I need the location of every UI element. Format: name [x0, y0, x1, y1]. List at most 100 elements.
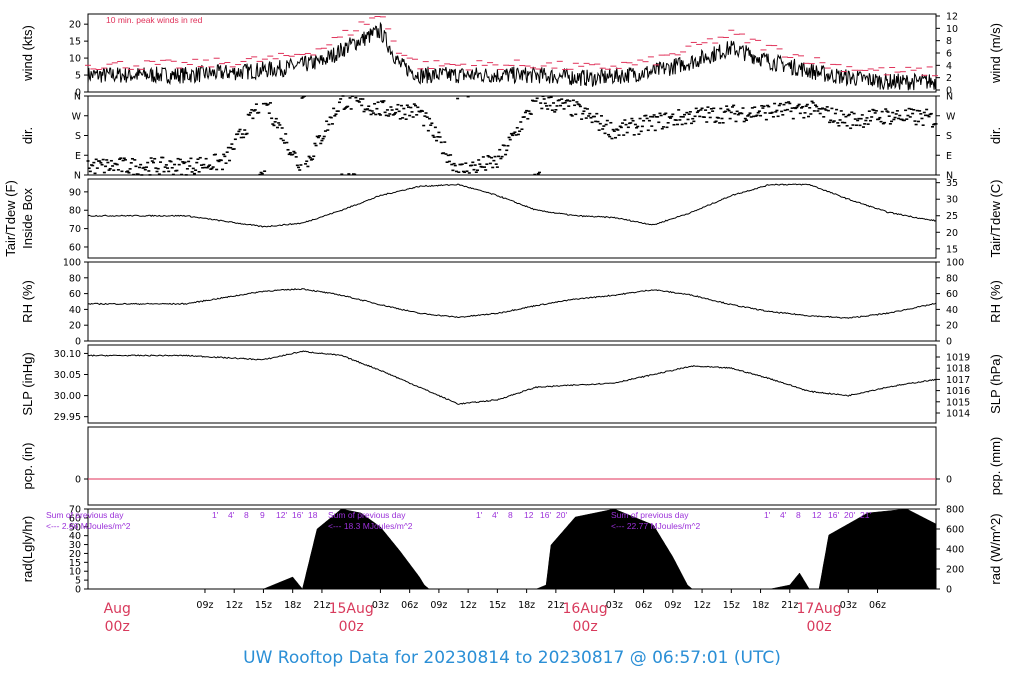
- rh-tick-label-right: 20: [946, 321, 958, 332]
- rad-hour-label: 16': [828, 510, 839, 520]
- slp-tick-label-left: 29.95: [54, 412, 81, 423]
- x-tick-label: 18z: [518, 600, 535, 611]
- x-tick-label: 09z: [196, 600, 213, 611]
- slp-tick-label-right: 1016: [946, 386, 970, 397]
- wind-tick-label-right: 8: [946, 36, 952, 47]
- rh-tick-label-left: 60: [69, 289, 81, 300]
- dir-tick-label-right: S: [946, 131, 952, 142]
- rad-hour-label: 21': [860, 510, 871, 520]
- x-tick-label: 06z: [635, 600, 652, 611]
- x-tick-label: 09z: [664, 600, 681, 611]
- temp-tick-label-right: 25: [946, 211, 958, 222]
- pcp-frame: [87, 426, 937, 506]
- temp-ylabel-right: Tair/Tdew (C): [988, 179, 1003, 257]
- rad-tick-label-left: 70: [69, 505, 81, 516]
- temp-frame: [87, 178, 937, 259]
- rad-hour-label: 12: [524, 510, 534, 520]
- temp-tick-label-left: 60: [69, 242, 81, 253]
- slp-tick-label-right: 1015: [946, 397, 970, 408]
- rad-tick-label-right: 600: [946, 525, 964, 536]
- wind-tick-label-left: 0: [75, 88, 81, 99]
- rh-tick-label-right: 80: [946, 273, 958, 284]
- x-tick-label: 06z: [869, 600, 886, 611]
- rad-tick-label-left: 60: [69, 513, 81, 524]
- date-label-hour: 00z: [573, 619, 598, 635]
- x-tick-label: 18z: [284, 600, 301, 611]
- rh-ylabel-left: RH (%): [20, 280, 35, 323]
- pcp-ylabel-right: pcp. (mm): [988, 437, 1003, 496]
- rad-hour-label: 16': [292, 510, 303, 520]
- wind-tick-label-right: 0: [946, 86, 952, 97]
- rad-tick-label-right: 400: [946, 545, 964, 556]
- slp-line: [87, 350, 937, 405]
- wind-tick-label-left: 5: [75, 71, 81, 82]
- x-tick-label: 09z: [430, 600, 447, 611]
- dir-ylabel-left: dir.: [20, 127, 35, 144]
- rad-hour-label: 8: [244, 510, 249, 520]
- rad-tick-label-left: 10: [69, 567, 81, 578]
- rad-tick-label-right: 800: [946, 505, 964, 516]
- x-tick-label: 03z: [372, 600, 389, 611]
- wind-tick-label-right: 2: [946, 73, 952, 84]
- rad-tick-label-left: 40: [69, 531, 81, 542]
- wind-tick-label-right: 6: [946, 49, 952, 60]
- slp-tick-label-right: 1017: [946, 375, 970, 386]
- rh-tick-label-left: 40: [69, 305, 81, 316]
- wind-tick-label-right: 12: [946, 12, 958, 23]
- date-label-day: 15Aug: [329, 601, 374, 617]
- rad-tick-label-left: 5: [75, 576, 81, 587]
- temp-tick-label-left: 70: [69, 224, 81, 235]
- slp-tick-label-right: 1019: [946, 353, 970, 364]
- footer-title: UW Rooftop Data for 20230814 to 20230817…: [243, 648, 781, 668]
- wind-frame: [87, 13, 937, 93]
- dir-tick-label-left: S: [75, 131, 81, 142]
- rad-hour-label: 4': [228, 510, 235, 520]
- slp-tick-label-left: 30.00: [54, 391, 81, 402]
- rad-hour-label: 1': [764, 510, 771, 520]
- wind-tick-label-left: 10: [69, 54, 81, 65]
- rh-tick-label-left: 100: [63, 258, 81, 269]
- x-tick-label: 21z: [547, 600, 564, 611]
- date-label-day: 16Aug: [563, 601, 608, 617]
- dir-tick-label-left: N: [74, 171, 81, 182]
- rad-hour-label: 9: [260, 510, 265, 520]
- dir-tick-label-right: N: [946, 171, 953, 182]
- rh-tick-label-right: 40: [946, 305, 958, 316]
- weather-chart: wind (kts) wind (m/s)0510152002468101210 …: [3, 12, 1003, 636]
- rh-tick-label-left: 80: [69, 273, 81, 284]
- rad-sum-value: <--- 2.66 MJoules/m^2: [46, 521, 131, 531]
- rh-ylabel-right: RH (%): [988, 280, 1003, 323]
- slp-ylabel-right: SLP (hPa): [988, 354, 1003, 414]
- temp-tick-label-left: 90: [69, 187, 81, 198]
- temp-ylabel-left: Tair/Tdew (F): [3, 180, 18, 257]
- rad-ylabel-left: rad(Lgly/hr): [20, 516, 35, 582]
- temp-ylabel-left: Inside Box: [20, 188, 35, 249]
- rad-tick-label-right: 200: [946, 565, 964, 576]
- rad-hour-label: 12: [812, 510, 822, 520]
- slp-ylabel-left: SLP (inHg): [20, 352, 35, 415]
- rad-hour-label: 12': [276, 510, 287, 520]
- rh-frame: [87, 261, 937, 342]
- x-tick-label: 12z: [226, 600, 243, 611]
- date-label-day: 17Aug: [796, 601, 841, 617]
- date-label-hour: 00z: [105, 619, 130, 635]
- x-tick-label: 15z: [255, 600, 272, 611]
- temp-line: [87, 183, 937, 228]
- pcp-tick-label-left: 0: [75, 475, 81, 486]
- wind-ylabel-left: wind (kts): [20, 25, 35, 82]
- date-label-day: Aug: [104, 601, 131, 617]
- slp-tick-label-left: 30.05: [54, 370, 81, 381]
- wind-tick-label-right: 4: [946, 61, 952, 72]
- rad-hour-label: 20': [556, 510, 567, 520]
- rad-tick-label-left: 20: [69, 549, 81, 560]
- dir-tick-label-right: W: [946, 111, 956, 122]
- x-tick-label: 15z: [723, 600, 740, 611]
- radiation-area: [88, 508, 937, 590]
- rad-frame: [87, 508, 937, 590]
- temp-tick-label-right: 20: [946, 228, 958, 239]
- dir-ylabel-right: dir.: [988, 127, 1003, 144]
- rad-ylabel-right: rad (W/m^2): [988, 513, 1003, 584]
- rad-hour-label: 16': [540, 510, 551, 520]
- rad-hour-label: 4': [492, 510, 499, 520]
- x-tick-label: 21z: [313, 600, 330, 611]
